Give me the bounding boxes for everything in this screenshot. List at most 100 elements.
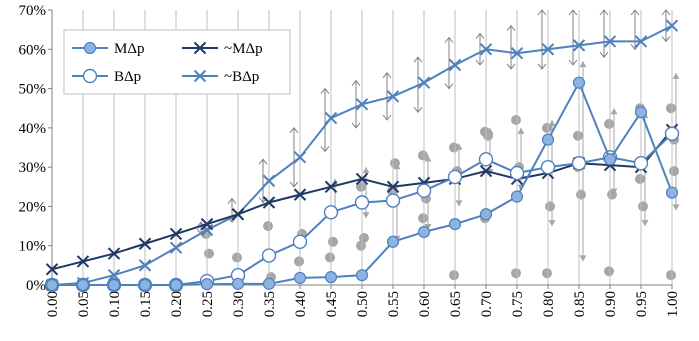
series-point xyxy=(355,98,369,111)
series-point xyxy=(665,186,679,199)
series-point xyxy=(478,152,494,167)
triangle-down-marker xyxy=(424,224,432,230)
grey-circle-point xyxy=(483,130,493,141)
series-point xyxy=(193,41,207,55)
grey-circle-point xyxy=(356,181,366,192)
series-point xyxy=(169,241,183,254)
series-point xyxy=(510,190,524,203)
series-point xyxy=(107,247,121,260)
y-tick-label: 70% xyxy=(19,3,47,19)
triangle-up-marker xyxy=(517,127,525,134)
series-point xyxy=(448,218,462,231)
x-tick-label: 0.55 xyxy=(386,291,402,317)
grey-circle-point xyxy=(607,189,617,200)
grey-circle-point xyxy=(328,236,338,247)
arrow-head-down xyxy=(661,36,671,43)
series-point xyxy=(572,39,586,52)
triangle-up-marker xyxy=(579,61,587,68)
legend-label: ~MΔp xyxy=(224,41,263,57)
series-point xyxy=(293,188,307,201)
series-point xyxy=(76,278,90,292)
series-point xyxy=(262,174,276,188)
grey-circle-point xyxy=(666,103,676,114)
arrow-head-down xyxy=(537,63,547,70)
triangle-down-marker xyxy=(455,200,463,207)
grey-circle-point xyxy=(604,118,614,129)
y-tick-label: 50% xyxy=(19,82,47,98)
series-point xyxy=(323,205,339,220)
series-point xyxy=(385,193,401,208)
x-tick-label: 0.20 xyxy=(169,291,185,317)
arrow-head-down xyxy=(289,181,299,188)
series-point xyxy=(634,35,648,48)
arrow-head-up xyxy=(320,87,330,94)
x-tick-label: 0.40 xyxy=(293,291,309,317)
arrow-head-up xyxy=(661,9,671,16)
series-point xyxy=(355,269,369,282)
series-point xyxy=(138,259,152,272)
triangle-up-marker xyxy=(362,167,370,174)
series-point xyxy=(634,106,648,119)
grey-circle-point xyxy=(359,232,369,243)
arrow-head-up xyxy=(537,9,547,16)
series-point xyxy=(200,217,214,231)
series-point xyxy=(169,278,183,292)
arrow-head-down xyxy=(599,51,609,58)
arrow-head-down xyxy=(506,63,516,70)
arrow-head-down xyxy=(413,106,423,113)
grey-circle-point xyxy=(418,150,428,161)
series-point xyxy=(193,69,207,83)
series-point xyxy=(540,159,556,175)
grey-circle-point xyxy=(418,213,428,224)
series-point xyxy=(138,278,152,292)
series-point xyxy=(603,153,617,166)
arrow-head-down xyxy=(568,59,578,66)
arrow-head-up xyxy=(599,9,609,16)
grey-circle-point xyxy=(604,266,614,277)
arrow-head-up xyxy=(258,158,268,165)
arrow-head-up xyxy=(413,56,423,63)
arrow-head-up xyxy=(630,9,640,16)
triangle-down-marker xyxy=(362,212,370,219)
grey-circle-point xyxy=(542,122,552,133)
arrow-head-up xyxy=(506,24,516,32)
series-point xyxy=(541,133,555,146)
series-point xyxy=(354,195,370,210)
y-tick-label: 10% xyxy=(19,239,47,255)
x-tick-label: 0.30 xyxy=(231,291,247,317)
series-point xyxy=(45,278,59,292)
x-tick-label: 0.15 xyxy=(138,291,154,317)
series-point xyxy=(262,196,276,209)
legend-label: ~BΔp xyxy=(224,69,259,85)
series-point xyxy=(324,180,338,193)
series-point xyxy=(386,90,400,103)
y-tick-label: 30% xyxy=(19,160,47,176)
series-point xyxy=(261,248,277,263)
series-point xyxy=(386,180,400,193)
x-tick-label: 0.85 xyxy=(572,291,588,317)
legend-box xyxy=(63,29,291,95)
series-point xyxy=(262,277,276,290)
grey-circle-point xyxy=(325,252,335,263)
arrow-head-down xyxy=(382,114,392,121)
arrow-head-up xyxy=(444,36,454,43)
x-tick-label: 0.75 xyxy=(510,291,526,317)
series-lines xyxy=(44,19,680,293)
series-point xyxy=(416,183,432,198)
series-point xyxy=(479,43,493,56)
arrow-head-down xyxy=(475,59,485,66)
y-tick-label: 60% xyxy=(19,42,47,58)
x-tick-label: 0.95 xyxy=(634,291,650,317)
series-point xyxy=(76,255,90,268)
y-tick-label: 0% xyxy=(26,278,46,294)
series-point xyxy=(355,172,369,186)
grey-circle-point xyxy=(449,142,459,153)
series-point xyxy=(448,58,462,72)
grey-circle-point xyxy=(542,268,552,279)
x-tick-label: 0.90 xyxy=(603,291,619,317)
series-point xyxy=(572,76,586,89)
grey-circle-point xyxy=(356,240,366,251)
arrow-head-up xyxy=(227,197,237,204)
legend-label: MΔp xyxy=(114,41,144,57)
x-tick-label: 0.25 xyxy=(200,291,216,317)
